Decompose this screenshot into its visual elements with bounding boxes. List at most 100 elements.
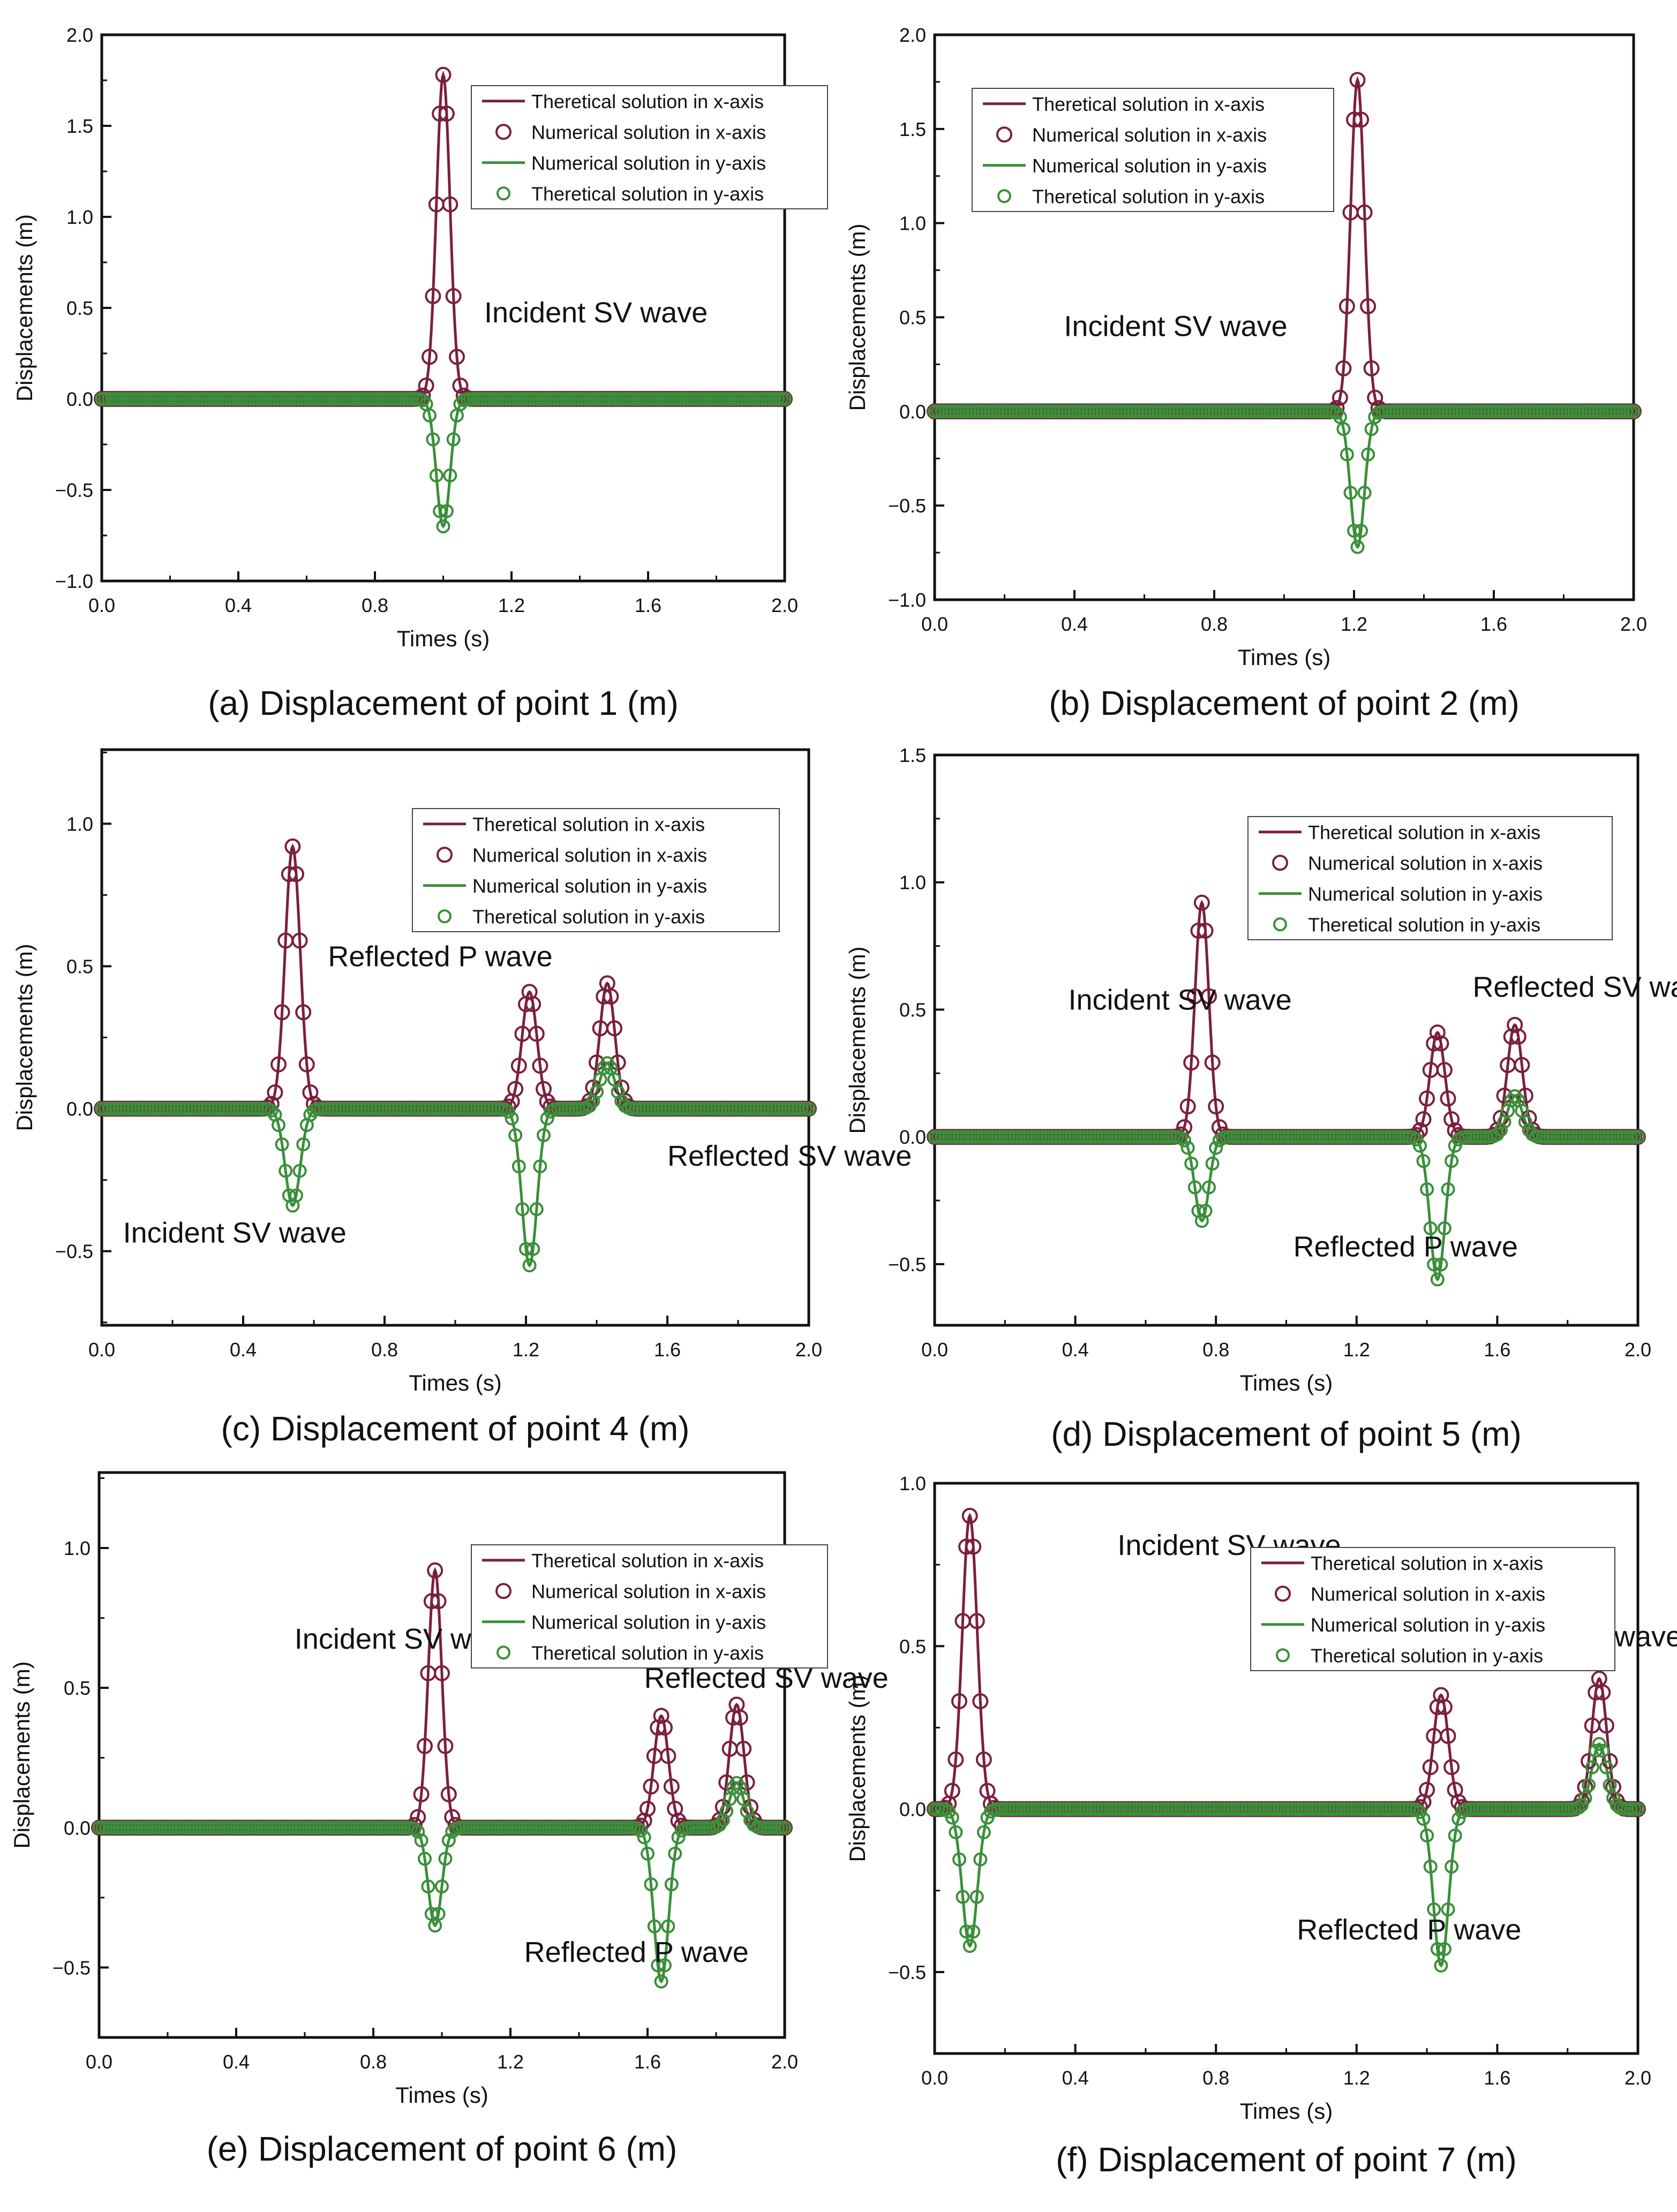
marker-y bbox=[1357, 486, 1372, 500]
marker-x bbox=[1335, 360, 1352, 376]
marker-x bbox=[442, 196, 458, 213]
annotation-label: Reflected P wave bbox=[1294, 1231, 1518, 1263]
legend-entry: Numerical solution in x-axis bbox=[472, 844, 707, 866]
marker-y bbox=[1582, 1778, 1596, 1792]
marker-x bbox=[1332, 389, 1348, 406]
legend-box bbox=[471, 85, 828, 209]
marker-x bbox=[1193, 894, 1210, 911]
legend-entry: Theretical solution in y-axis bbox=[1311, 1644, 1543, 1666]
marker-y bbox=[1347, 524, 1361, 538]
marker-y bbox=[411, 1824, 425, 1839]
legend-marker-swatch bbox=[438, 909, 452, 924]
marker-x bbox=[1419, 1781, 1435, 1798]
marker-y bbox=[421, 1879, 435, 1893]
legend-entry: Theretical solution in y-axis bbox=[1032, 185, 1265, 207]
legend-entry: Theretical solution in y-axis bbox=[531, 1642, 764, 1664]
legend-entry: Theretical solution in y-axis bbox=[531, 183, 764, 205]
marker-y bbox=[671, 1830, 686, 1845]
legend-entry: Theretical solution in x-axis bbox=[1032, 93, 1265, 115]
x-tick-label: 0.0 bbox=[88, 594, 115, 616]
marker-x bbox=[434, 1665, 450, 1681]
marker-y bbox=[441, 1833, 456, 1847]
marker-x bbox=[418, 378, 434, 394]
panel-caption: (d) Displacement of point 5 (m) bbox=[1051, 1415, 1522, 1453]
marker-x bbox=[507, 1081, 524, 1097]
legend-box bbox=[1250, 1547, 1615, 1671]
x-axis-label: Times (s) bbox=[397, 626, 490, 651]
marker-y bbox=[431, 1907, 446, 1921]
marker-x bbox=[430, 1593, 447, 1610]
marker-y bbox=[969, 1890, 984, 1904]
y-tick-label: −0.5 bbox=[52, 1957, 91, 1979]
marker-y bbox=[519, 1242, 533, 1256]
marker-x bbox=[603, 988, 619, 1005]
marker-x bbox=[1360, 298, 1377, 314]
x-tick-label: 1.6 bbox=[635, 594, 661, 616]
marker-y bbox=[1445, 1154, 1459, 1168]
y-tick-label: 0.0 bbox=[66, 388, 93, 410]
x-tick-label: 0.0 bbox=[88, 1339, 115, 1361]
y-tick-label: 1.0 bbox=[64, 1537, 91, 1559]
marker-y bbox=[1427, 1257, 1441, 1272]
marker-y bbox=[1631, 1130, 1645, 1144]
marker-y bbox=[634, 1823, 648, 1838]
marker-y bbox=[1430, 1272, 1445, 1287]
marker-x bbox=[1514, 1057, 1530, 1073]
y-tick-label: 0.5 bbox=[899, 999, 926, 1021]
marker-y bbox=[1416, 1811, 1431, 1826]
marker-x bbox=[732, 1709, 748, 1726]
marker-y bbox=[533, 1159, 547, 1174]
marker-y bbox=[637, 1830, 651, 1845]
marker-y bbox=[1603, 1778, 1617, 1792]
marker-y bbox=[590, 1085, 604, 1099]
legend-marker-swatch bbox=[495, 124, 512, 140]
marker-y bbox=[1180, 1141, 1195, 1155]
marker-y bbox=[522, 1258, 537, 1273]
marker-x bbox=[417, 1738, 433, 1754]
legend-entry: Numerical solution in x-axis bbox=[1311, 1583, 1545, 1605]
legend-entry: Numerical solution in y-axis bbox=[531, 1611, 766, 1633]
marker-y bbox=[446, 432, 461, 447]
x-tick-label: 1.6 bbox=[1484, 1339, 1510, 1361]
marker-x bbox=[422, 349, 438, 365]
marker-y bbox=[1575, 1798, 1589, 1812]
legend-marker-swatch bbox=[497, 186, 510, 201]
marker-y bbox=[736, 1792, 751, 1806]
marker-y bbox=[956, 1890, 970, 1904]
marker-y bbox=[658, 1958, 672, 1973]
y-axis-label: Displacements (m) bbox=[12, 214, 37, 402]
chart-panel-1: 0.0 0.4 0.8 1.2 1.6 2.0 −1.0 −0.5 0.0 0.5 1.0 1.5 2.… bbox=[12, 24, 828, 722]
legend-marker-swatch bbox=[437, 847, 453, 863]
x-tick-label: 0.8 bbox=[1202, 2067, 1229, 2089]
marker-y bbox=[1350, 540, 1365, 554]
marker-y bbox=[962, 1939, 977, 1953]
panel-caption: (a) Displacement of point 1 (m) bbox=[208, 684, 679, 722]
marker-x bbox=[425, 288, 441, 304]
y-tick-label: −1.0 bbox=[888, 589, 926, 611]
marker-y bbox=[716, 1813, 730, 1828]
y-tick-label: 0.5 bbox=[66, 955, 93, 977]
marker-y bbox=[1187, 1180, 1202, 1195]
x-axis-label: Times (s) bbox=[1240, 1370, 1333, 1395]
marker-x bbox=[1598, 1717, 1614, 1734]
marker-x bbox=[961, 1507, 978, 1524]
marker-x bbox=[432, 105, 448, 122]
marker-x bbox=[660, 1748, 676, 1764]
marker-y bbox=[1423, 1860, 1438, 1874]
marker-x bbox=[1436, 1699, 1453, 1715]
marker-y bbox=[1416, 1154, 1431, 1168]
marker-x bbox=[1204, 1054, 1221, 1071]
x-tick-label: 1.6 bbox=[654, 1339, 681, 1361]
marker-y bbox=[1599, 1760, 1613, 1775]
x-axis-label: Times (s) bbox=[1240, 2098, 1333, 2124]
marker-x bbox=[274, 1004, 290, 1021]
annotation-label: Reflected SV wave bbox=[1472, 971, 1677, 1003]
marker-y bbox=[515, 1202, 530, 1217]
y-tick-label: 2.0 bbox=[66, 24, 93, 46]
marker-x bbox=[423, 1593, 440, 1610]
legend-marker-swatch bbox=[495, 1583, 512, 1599]
legend-entry: Theretical solution in y-axis bbox=[472, 905, 705, 927]
legend-entry: Theretical solution in x-axis bbox=[531, 90, 764, 112]
marker-y bbox=[426, 432, 440, 447]
